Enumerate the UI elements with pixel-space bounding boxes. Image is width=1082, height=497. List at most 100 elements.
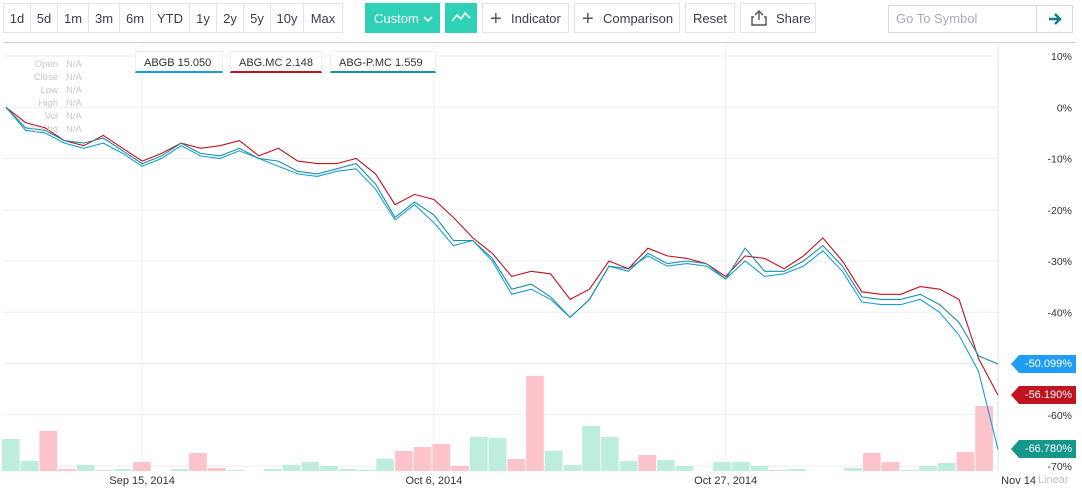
volume-bar [2,439,20,471]
price-tag: -56.190% [1010,386,1076,405]
range-button-10y[interactable]: 10y [270,3,304,33]
legend-item[interactable]: ABG-P.MC 1.559 [330,51,436,73]
y-tick-label: 0% [1057,102,1072,114]
reset-button[interactable]: Reset [685,3,735,33]
volume-bar [844,468,862,471]
plus-icon: + [490,8,502,30]
x-tick-label: Oct 6, 2014 [405,475,462,487]
volume-bar [320,466,338,471]
range-button-1d[interactable]: 1d [3,3,31,33]
range-button-5y[interactable]: 5y [243,3,271,33]
chart-toolbar: 1d 5d 1m 3m 6m YTD 1y 2y 5y 10y Max Custom + Indic… [0,0,1082,38]
chart-type-button[interactable] [445,3,477,33]
custom-range-label: Custom [374,11,419,26]
range-button-max[interactable]: Max [303,3,343,33]
y-tick-label: -30% [1047,256,1072,268]
volume-bar [39,431,58,471]
y-tick-label: 10% [1051,51,1072,63]
y-tick-label: -40% [1047,307,1072,319]
range-button-1y[interactable]: 1y [189,3,217,33]
volume-bar [189,453,207,471]
volume-bar [526,376,544,471]
volume-bar [919,466,937,471]
price-tag: -50.099% [1010,355,1076,373]
x-axis-labels: Sep 15, 2014 Oct 6, 2014 Oct 27, 2014 Nov 1… [109,475,1036,487]
volume-bar [563,465,582,471]
x-tick-label: Oct 27, 2014 [694,475,757,487]
ohlc-value: N/A [66,98,82,109]
share-button[interactable]: Share [740,3,816,33]
comparison-label: Comparison [603,11,674,26]
y-axis-labels: 10%0%-10%-20%-30%-40%-50%-60%-70% [1047,51,1072,473]
y-tick-label: -60% [1047,410,1072,422]
volume-bar [544,451,563,471]
x-grid [141,44,727,472]
chevron-down-icon [423,4,433,47]
volume-bar [395,451,413,471]
y-tick-label: -20% [1047,205,1072,217]
volume-bar [338,469,357,471]
volume-bar [582,426,600,471]
x-tick-label: Sep 15, 2014 [109,475,174,487]
series-line-abg-mc [5,106,999,396]
volume-bar [619,461,638,471]
comparison-button[interactable]: + Comparison [574,3,680,33]
volume-bar [469,437,488,471]
legend-item[interactable]: ABG.MC 2.148 [230,51,322,73]
ohlc-key: Vol [44,111,58,122]
legend-item[interactable]: ABGB 15.050 [135,51,223,73]
price-tag-pointer [1010,355,1019,373]
volume-bar [451,466,469,471]
range-button-6m[interactable]: 6m [119,3,151,33]
volume-bar [862,453,881,471]
volume-bar [881,462,900,471]
series-line-abgb [5,106,999,450]
y-tick-label: -70% [1047,461,1072,473]
indicator-label: Indicator [511,11,561,26]
volume-bars [2,376,993,471]
volume-bar [376,459,395,471]
range-button-1m[interactable]: 1m [57,3,89,33]
ohlc-value: N/A [66,111,82,122]
range-button-5d[interactable]: 5d [30,3,58,33]
y-tick-label: -10% [1047,154,1072,166]
ohlc-key: Low [40,85,58,96]
custom-range-button[interactable]: Custom [365,3,440,33]
ohlc-key: % Chg [29,124,58,135]
ohlc-row: % Chg N/A [28,123,82,136]
volume-bar [20,461,39,471]
volume-bar [432,444,451,471]
line-chart-icon [451,11,471,22]
volume-bar [713,462,731,471]
series-line-abg-p-mc [5,106,999,365]
arrow-right-icon [1049,13,1062,25]
symbol-search-placeholder: Go To Symbol [896,11,978,26]
volume-bar [937,463,956,471]
volume-bar [956,452,975,471]
price-tag: -66.780% [1010,440,1076,459]
volume-bar [170,469,189,471]
ohlc-value: N/A [66,124,82,135]
ohlc-value: N/A [66,85,82,96]
range-button-2y[interactable]: 2y [216,3,244,33]
volume-bar [76,465,95,471]
reset-label: Reset [693,11,727,26]
volume-bar [750,466,769,471]
volume-bar [731,462,750,471]
volume-bar [264,469,282,471]
plus-icon: + [582,8,594,30]
volume-bar [657,460,675,471]
volume-bar [301,462,320,471]
share-label: Share [776,11,811,26]
ohlc-value: N/A [66,59,82,70]
indicator-button[interactable]: + Indicator [482,3,569,33]
scale-label: Linear [1038,474,1069,486]
chart-area[interactable] [3,42,1076,493]
symbol-search-input[interactable]: Go To Symbol [888,5,1037,33]
volume-bar [207,468,226,471]
volume-bar [975,406,993,471]
go-button[interactable] [1037,5,1073,33]
share-icon [751,10,767,26]
volume-bar [413,447,432,471]
